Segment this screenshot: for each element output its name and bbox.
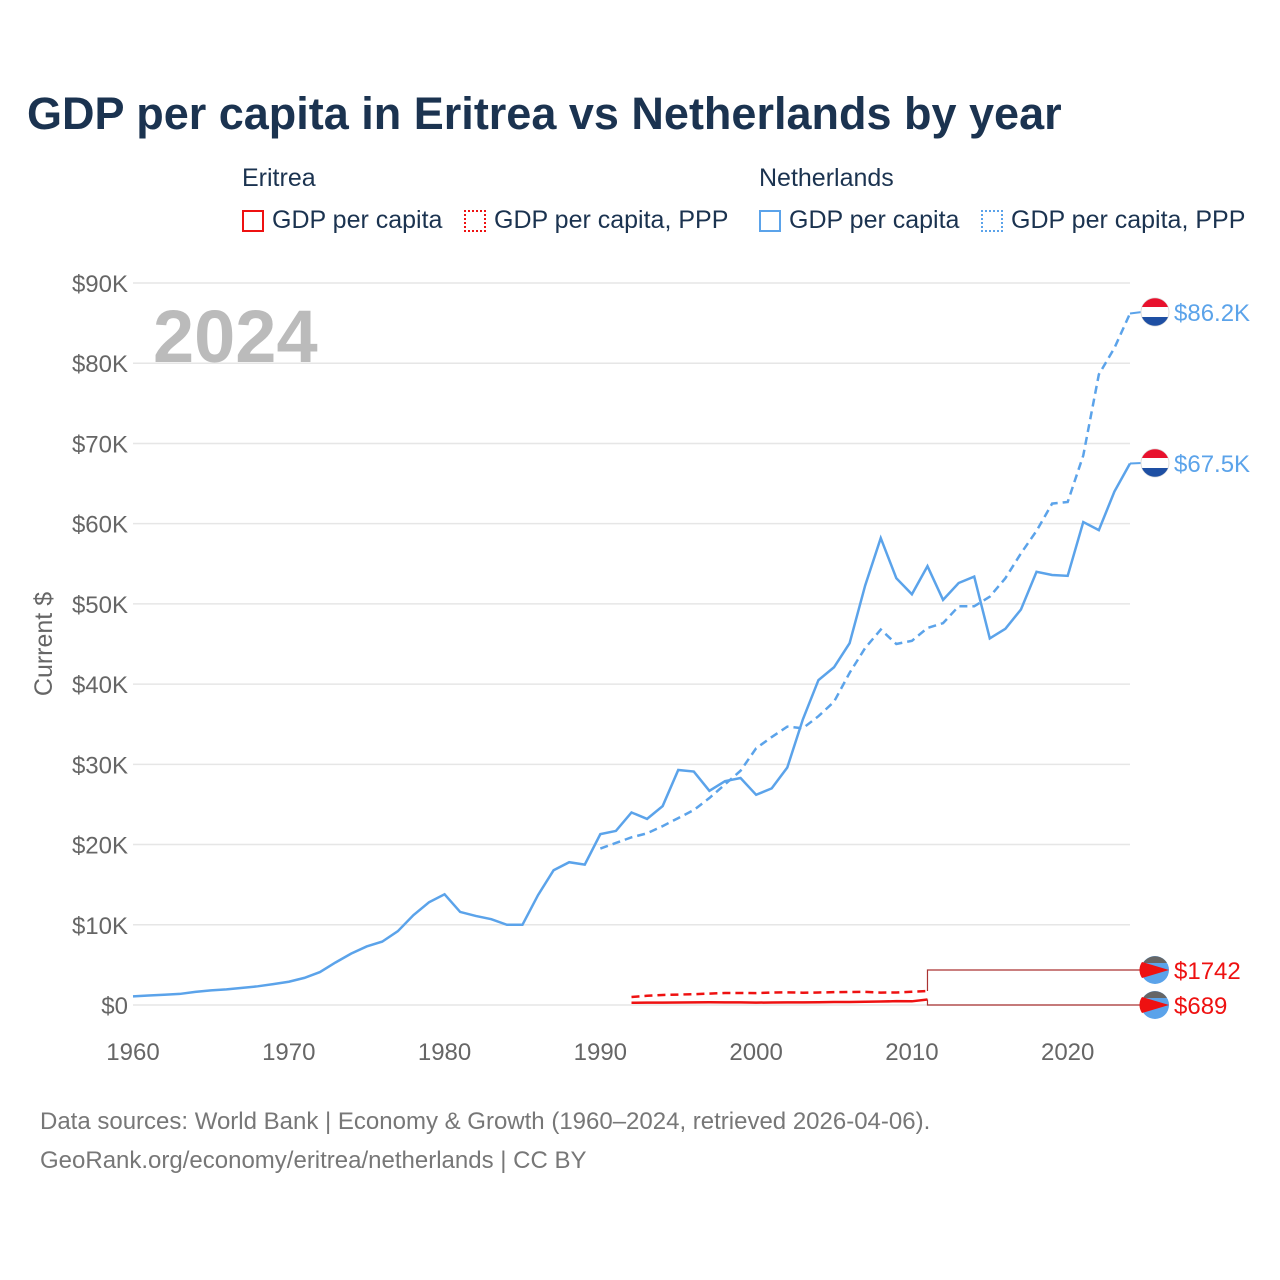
series-line: [631, 998, 928, 1005]
label-connector: [926, 969, 1142, 992]
series-line: [631, 989, 928, 999]
footer-link[interactable]: GeoRank.org/economy/eritrea/netherlands …: [40, 1147, 587, 1174]
y-tick-label: $90K: [72, 271, 128, 298]
end-value-label: $86.2K: [1174, 300, 1250, 327]
y-tick-label: $70K: [72, 431, 128, 458]
flag-part: [1139, 997, 1169, 1013]
legend-label: GDP per capita: [272, 206, 443, 234]
label-connector: [926, 999, 1142, 1006]
y-tick-label: $10K: [72, 913, 128, 940]
year-watermark: 2024: [153, 295, 318, 378]
x-tick-label: 2020: [1041, 1039, 1094, 1066]
flag-part: [1141, 956, 1167, 970]
legend-eritrea-ppp[interactable]: GDP per capita, PPP: [464, 206, 728, 235]
flag-part: [1142, 468, 1168, 477]
flag-part: [1142, 317, 1168, 326]
y-tick-label: $80K: [72, 351, 128, 378]
flag-part: [1142, 298, 1168, 307]
y-tick-label: $50K: [72, 592, 128, 619]
legend-netherlands-ppp[interactable]: GDP per capita, PPP: [981, 206, 1245, 235]
legend-swatch-solid: [242, 209, 264, 232]
x-tick-label: 1970: [262, 1039, 315, 1066]
x-tick-label: 2010: [885, 1039, 938, 1066]
y-tick-label: $20K: [72, 833, 128, 860]
x-tick-label: 2000: [729, 1039, 782, 1066]
flag-part: [1139, 962, 1169, 978]
x-tick-label: 1980: [418, 1039, 471, 1066]
flag-part: [1141, 991, 1167, 1005]
legend-eritrea-gdp[interactable]: GDP per capita: [242, 206, 442, 235]
series-line: [599, 312, 1132, 850]
x-tick-label: 1960: [106, 1039, 159, 1066]
end-value-label: $67.5K: [1174, 451, 1250, 478]
y-tick-label: $60K: [72, 512, 128, 539]
chart-title: GDP per capita in Eritrea vs Netherlands…: [27, 88, 1062, 139]
y-tick-label: $40K: [72, 672, 128, 699]
y-tick-label: $30K: [72, 752, 128, 779]
end-value-label: $689: [1174, 993, 1227, 1020]
legend-netherlands-gdp[interactable]: GDP per capita: [759, 206, 959, 235]
footer-sources: Data sources: World Bank | Economy & Gro…: [40, 1108, 931, 1135]
x-tick-label: 1990: [574, 1039, 627, 1066]
legend-swatch-dotted: [464, 209, 486, 232]
legend-label: GDP per capita: [789, 206, 960, 234]
legend-country-eritrea: Eritrea: [242, 164, 316, 192]
series-line: [132, 462, 1132, 998]
legend-label: GDP per capita, PPP: [1011, 206, 1246, 234]
legend-swatch-solid: [759, 209, 781, 232]
label-connector: [1129, 311, 1143, 315]
legend-label: GDP per capita, PPP: [494, 206, 729, 234]
label-connector: [1129, 462, 1143, 465]
y-tick-label: $0: [101, 993, 128, 1020]
y-axis-label: Current $: [30, 592, 58, 696]
flag-part: [1142, 449, 1168, 458]
end-value-label: $1742: [1174, 958, 1241, 985]
legend-country-netherlands: Netherlands: [759, 164, 894, 192]
legend-swatch-dotted: [981, 209, 1003, 232]
